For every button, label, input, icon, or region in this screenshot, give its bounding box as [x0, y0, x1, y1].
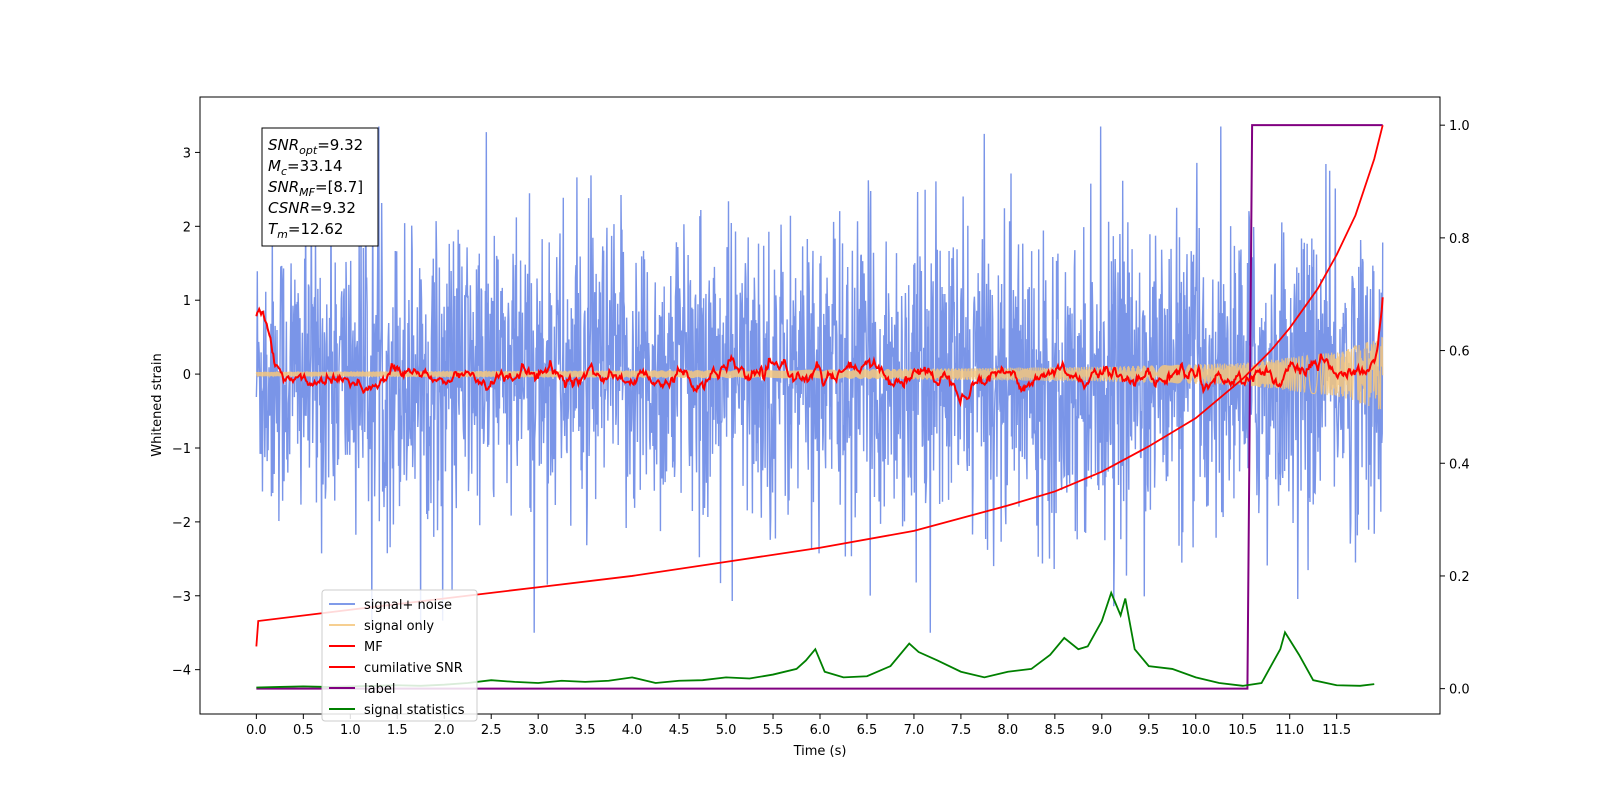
x-tick-label: 9.0: [1091, 723, 1112, 738]
y-tick-label: −4: [172, 664, 191, 679]
y-tick-label: 3: [183, 146, 191, 161]
series-cumulative-snr: [255, 124, 1384, 647]
x-tick-label: 8.5: [1045, 723, 1066, 738]
x-tick-label: 2.5: [481, 723, 502, 738]
y2-tick-label: 1.0: [1449, 119, 1470, 134]
annotation-line: Tm=12.62: [268, 220, 343, 241]
y-axis-right: 0.0 0.2 0.4 0.6 0.8 1.0: [1440, 119, 1470, 698]
x-tick-label: 5.0: [716, 723, 737, 738]
annotation-frame: [261, 127, 379, 247]
y-tick-label: 1: [183, 294, 191, 309]
x-tick-label: 4.0: [622, 723, 643, 738]
y-axis-label: Whitened strain: [150, 353, 165, 456]
x-tick-label: 3.5: [575, 723, 596, 738]
annotation-line: CSNR=9.32: [268, 199, 356, 217]
annotation-line: Mc=33.14: [268, 157, 343, 178]
x-axis-label: Time (s): [793, 744, 847, 759]
y2-tick-label: 0.4: [1449, 457, 1470, 472]
x-tick-label: 6.5: [857, 723, 878, 738]
x-axis: 0.0 0.5 1.0 1.5 2.0 2.5 3.0 3.5 4.0 4.5 5.0 5.5 6.0 6…: [246, 714, 1351, 738]
annotation-line: SNRMF=[8.7]: [268, 178, 363, 199]
x-tick-label: 6.0: [810, 723, 831, 738]
x-tick-label: 3.0: [528, 723, 549, 738]
x-tick-label: 11.5: [1322, 723, 1351, 738]
x-tick-label: 0.0: [246, 723, 267, 738]
series-mf: [255, 297, 1384, 408]
x-tick-label: 2.0: [434, 723, 455, 738]
legend-label: signal+ noise: [364, 598, 452, 613]
legend-frame: [321, 589, 478, 722]
legend-label: MF: [364, 640, 383, 655]
legend-label: cumilative SNR: [364, 661, 463, 676]
annotation-line: SNRopt=9.32: [268, 136, 363, 157]
y2-tick-label: 0.6: [1449, 345, 1470, 360]
x-tick-label: 8.0: [998, 723, 1019, 738]
x-tick-label: 7.5: [951, 723, 972, 738]
legend: signal+ noise signal only MF cumilative SNR…: [321, 589, 478, 722]
y-axis-left: −4 −3 −2 −1 0 1 2 3: [172, 146, 200, 679]
x-tick-label: 10.5: [1228, 723, 1257, 738]
legend-label: signal statistics: [364, 703, 465, 718]
x-tick-label: 9.5: [1138, 723, 1159, 738]
series-signal-noise: [255, 126, 1384, 633]
x-tick-label: 0.5: [293, 723, 314, 738]
x-tick-label: 5.5: [763, 723, 784, 738]
series-label: [256, 124, 1383, 690]
series-signal-only: [255, 336, 1384, 410]
x-tick-label: 1.0: [340, 723, 361, 738]
y-tick-label: 0: [183, 368, 191, 383]
y-tick-label: −3: [172, 590, 191, 605]
x-tick-label: 1.5: [387, 723, 408, 738]
y-tick-label: 2: [183, 220, 191, 235]
legend-label: signal only: [364, 619, 434, 634]
x-tick-label: 10.0: [1181, 723, 1210, 738]
y2-tick-label: 0.0: [1449, 683, 1470, 698]
y2-tick-label: 0.2: [1449, 570, 1470, 585]
x-tick-label: 4.5: [669, 723, 690, 738]
x-tick-label: 7.0: [904, 723, 925, 738]
y-tick-label: −1: [172, 442, 191, 457]
x-tick-label: 11.0: [1275, 723, 1304, 738]
y-tick-label: −2: [172, 516, 191, 531]
legend-label: label: [364, 682, 395, 697]
series-signal-statistics: [256, 590, 1375, 689]
series-layer: [255, 124, 1384, 690]
y2-tick-label: 0.8: [1449, 232, 1470, 247]
